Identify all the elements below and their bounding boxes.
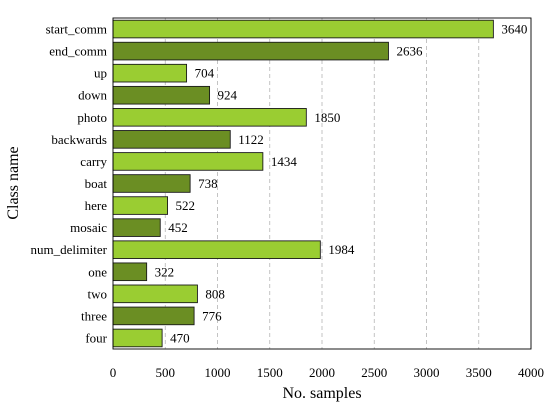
- value-label: 470: [170, 330, 190, 345]
- bar-mosaic: [112, 218, 161, 237]
- category-label: num_delimiter: [30, 242, 107, 257]
- x-axis-title: No. samples: [282, 385, 361, 402]
- plot-frame: [112, 17, 532, 350]
- value-label: 3640: [501, 22, 527, 37]
- bar-num_delimiter: [112, 240, 321, 259]
- bar-here: [112, 196, 168, 215]
- category-label: one: [88, 264, 107, 279]
- x-tick-label: 3500: [466, 365, 492, 380]
- category-label: four: [85, 330, 107, 345]
- bar-four: [112, 328, 163, 348]
- x-tick-label: 500: [156, 365, 176, 380]
- value-label: 924: [218, 88, 238, 103]
- category-label: mosaic: [70, 220, 107, 235]
- x-tick-label: 4000: [518, 365, 544, 380]
- value-label: 808: [205, 286, 225, 301]
- value-label: 2636: [396, 44, 423, 59]
- value-label: 776: [202, 308, 222, 323]
- bar-photo: [112, 108, 307, 127]
- bar-end_comm: [112, 41, 389, 61]
- value-label: 1850: [314, 110, 340, 125]
- bars: [112, 19, 494, 348]
- bar-two: [112, 284, 198, 304]
- value-label: 452: [168, 220, 188, 235]
- value-label: 522: [176, 198, 196, 213]
- x-tick-label: 1000: [205, 365, 231, 380]
- x-tick-label: 1500: [257, 365, 283, 380]
- x-tick-label: 2500: [361, 365, 387, 380]
- value-label: 322: [155, 264, 175, 279]
- bar-carry: [112, 152, 264, 171]
- bar-start_comm: [112, 19, 494, 39]
- category-label: down: [78, 88, 107, 103]
- category-label: two: [88, 286, 108, 301]
- x-tick-labels: 0 500 1000 1500 2000 2500 3000 3500 4000: [110, 365, 544, 380]
- value-label: 704: [195, 66, 215, 81]
- y-axis-title: Class name: [5, 146, 22, 219]
- x-tick-label: 0: [110, 365, 117, 380]
- bar-one: [112, 262, 148, 282]
- x-tick-label: 2000: [309, 365, 335, 380]
- category-label: here: [85, 198, 108, 213]
- category-label: up: [94, 66, 107, 81]
- value-label: 738: [198, 176, 218, 191]
- x-tick-label: 3000: [414, 365, 440, 380]
- bar-backwards: [112, 130, 231, 149]
- category-label: boat: [85, 176, 108, 191]
- value-label: 1434: [271, 154, 298, 169]
- value-label: 1122: [238, 132, 264, 147]
- category-label: photo: [77, 110, 107, 125]
- category-label: end_comm: [49, 44, 107, 59]
- bar-boat: [112, 174, 191, 193]
- category-label: start_comm: [46, 22, 107, 37]
- bar-three: [112, 306, 195, 326]
- category-label: carry: [80, 154, 107, 169]
- bar-up: [112, 63, 188, 83]
- bar-down: [112, 85, 211, 105]
- value-label: 1984: [328, 242, 355, 257]
- category-label: three: [81, 308, 107, 323]
- category-label: backwards: [51, 132, 107, 147]
